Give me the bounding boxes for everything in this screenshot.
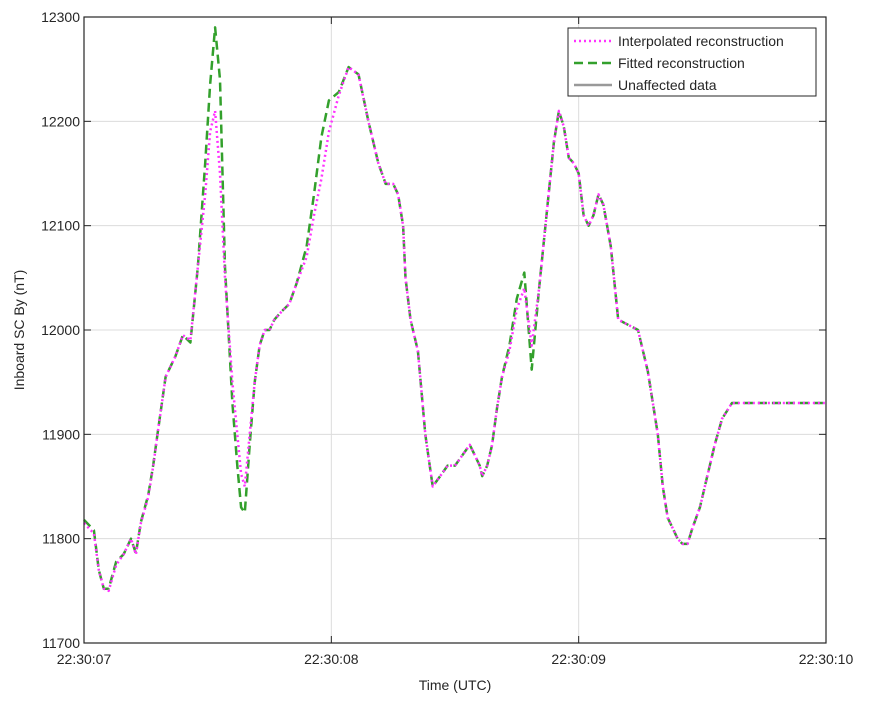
legend-label-unaffected: Unaffected data <box>618 77 717 93</box>
legend-label-interpolated: Interpolated reconstruction <box>618 33 784 49</box>
x-tick-label: 22:30:10 <box>799 651 854 667</box>
y-tick-label: 11700 <box>42 635 80 651</box>
x-axis-label: Time (UTC) <box>419 677 492 693</box>
y-tick-label: 11800 <box>42 531 80 547</box>
y-tick-label: 11900 <box>42 426 80 442</box>
x-tick-label: 22:30:09 <box>551 651 606 667</box>
y-tick-label: 12300 <box>41 9 80 25</box>
legend: Interpolated reconstruction Fitted recon… <box>567 27 817 97</box>
y-tick-label: 12200 <box>41 113 80 129</box>
grid-lines <box>84 17 826 643</box>
y-tick-label: 12000 <box>41 322 80 338</box>
y-axis-label: Inboard SC By (nT) <box>11 270 27 391</box>
x-tick-label: 22:30:07 <box>57 651 112 667</box>
series-line-0 <box>83 65 826 593</box>
legend-label-fitted: Fitted reconstruction <box>618 55 745 71</box>
axis-ticks: 11700 11800 11900 12000 12100 12200 12300 22:30… <box>41 9 853 667</box>
x-tick-label: 22:30:08 <box>304 651 359 667</box>
y-tick-label: 12100 <box>41 218 80 234</box>
series-layer <box>83 26 826 593</box>
